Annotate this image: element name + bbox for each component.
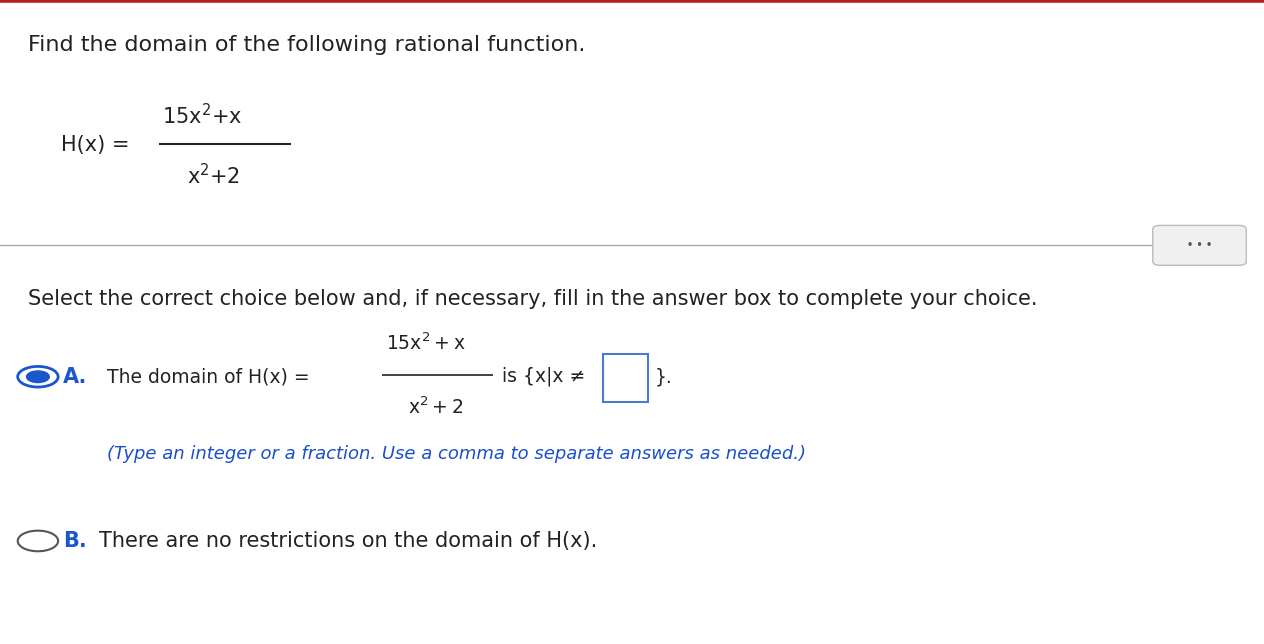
Text: $\mathregular{15x^2}$$\mathregular{+x}$: $\mathregular{15x^2}$$\mathregular{+x}$ (162, 103, 241, 129)
Text: (Type an integer or a fraction. Use a comma to separate answers as needed.): (Type an integer or a fraction. Use a co… (107, 445, 806, 463)
Text: • • •: • • • (1187, 240, 1212, 251)
Text: There are no restrictions on the domain of H(x).: There are no restrictions on the domain … (99, 531, 597, 551)
Text: is {x|x ≠: is {x|x ≠ (502, 367, 585, 386)
FancyBboxPatch shape (603, 354, 648, 402)
Text: B.: B. (63, 531, 87, 551)
Text: }.: }. (655, 367, 672, 386)
Text: The domain of H(x) =: The domain of H(x) = (107, 367, 310, 386)
Text: $\mathregular{15x^2+x}$: $\mathregular{15x^2+x}$ (386, 332, 465, 354)
Text: $\mathregular{x^2+2}$: $\mathregular{x^2+2}$ (408, 397, 464, 419)
Text: Find the domain of the following rational function.: Find the domain of the following rationa… (28, 35, 585, 55)
Circle shape (27, 371, 49, 383)
Text: $\mathregular{x^2}$$\mathregular{+2}$: $\mathregular{x^2}$$\mathregular{+2}$ (187, 162, 240, 188)
Text: H(x) =: H(x) = (61, 135, 129, 155)
Text: Select the correct choice below and, if necessary, fill in the answer box to com: Select the correct choice below and, if … (28, 289, 1038, 310)
FancyBboxPatch shape (1153, 225, 1246, 265)
Text: A.: A. (63, 366, 87, 387)
